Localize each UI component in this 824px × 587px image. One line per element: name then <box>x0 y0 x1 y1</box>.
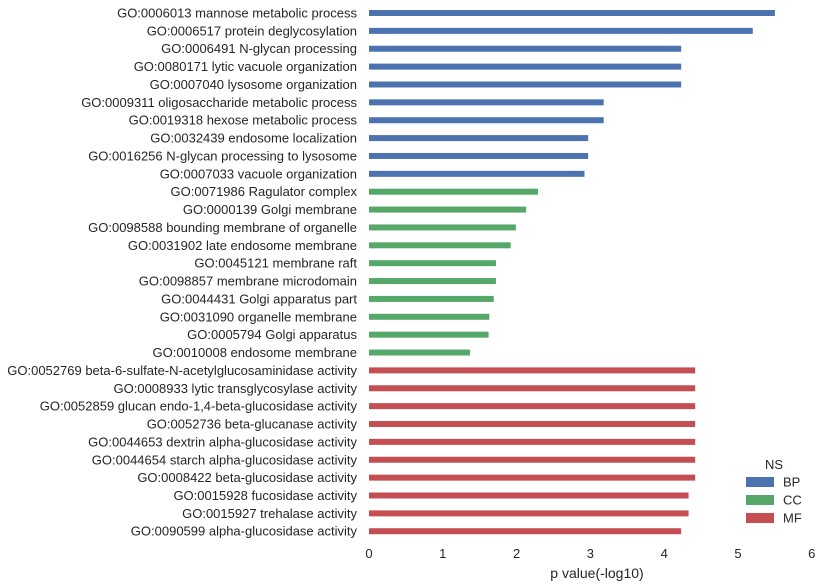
category-label: GO:0032439 endosome localization <box>150 131 357 146</box>
legend-title: NS <box>765 457 783 472</box>
category-labels: GO:0006013 mannose metabolic process GO:0… <box>7 6 357 539</box>
x-tick-label: 3 <box>587 546 594 561</box>
category-label: GO:0015927 trehalase activity <box>182 506 357 521</box>
legend-swatch <box>746 513 774 523</box>
bar-bp <box>369 81 682 88</box>
bar-bp <box>369 117 604 124</box>
category-label: GO:0006491 N-glycan processing <box>161 41 357 56</box>
bar-cc <box>369 224 516 231</box>
bar-bp <box>369 63 682 70</box>
bar-cc <box>369 278 496 285</box>
bar-mf <box>369 528 682 535</box>
category-label: GO:0008422 beta-glucosidase activity <box>137 470 357 485</box>
bars-group <box>369 10 775 535</box>
category-label: GO:0071986 Ragulator complex <box>171 184 358 199</box>
x-tick-label: 6 <box>808 546 815 561</box>
x-axis-label: p value(-log10) <box>550 565 643 581</box>
bar-mf <box>369 403 696 410</box>
x-tick-label: 1 <box>439 546 446 561</box>
bar-mf <box>369 385 696 392</box>
category-label: GO:0031902 late endosome membrane <box>128 238 357 253</box>
category-label: GO:0009311 oligosaccharide metabolic pro… <box>81 95 357 110</box>
bar-mf <box>369 492 689 499</box>
x-axis-ticks: 0 1 2 3 4 5 6 <box>365 546 815 561</box>
bar-bp <box>369 152 589 159</box>
bar-mf <box>369 474 696 481</box>
bar-bp <box>369 170 585 177</box>
x-tick-label: 5 <box>734 546 741 561</box>
category-label: GO:0045121 membrane raft <box>194 256 357 271</box>
bar-mf <box>369 367 696 374</box>
x-tick-label: 4 <box>661 546 668 561</box>
category-label: GO:0006517 protein deglycosylation <box>147 23 357 38</box>
bar-cc <box>369 242 511 249</box>
category-label: GO:0052736 beta-glucanase activity <box>147 417 358 432</box>
legend-entry: BP <box>783 475 800 490</box>
bar-cc <box>369 260 496 267</box>
category-label: GO:0016256 N-glycan processing to lysoso… <box>88 148 357 163</box>
bar-cc <box>369 206 527 213</box>
category-label: GO:0010008 endosome membrane <box>152 345 357 360</box>
bar-cc <box>369 349 471 356</box>
bar-mf <box>369 421 696 428</box>
category-label: GO:0098588 bounding membrane of organell… <box>88 220 357 235</box>
bar-cc <box>369 295 494 302</box>
legend-swatch <box>746 495 774 505</box>
category-label: GO:0098857 membrane microdomain <box>139 274 357 289</box>
category-label: GO:0090599 alpha-glucosidase activity <box>131 524 358 539</box>
bar-mf <box>369 510 689 517</box>
category-label: GO:0031090 organelle membrane <box>160 309 357 324</box>
category-label: GO:0044654 starch alpha-glucosidase acti… <box>92 452 358 467</box>
x-tick-label: 0 <box>365 546 372 561</box>
bar-bp <box>369 99 604 106</box>
category-label: GO:0000139 Golgi membrane <box>183 202 357 217</box>
bar-bp <box>369 10 775 16</box>
bar-cc <box>369 188 539 195</box>
bar-cc <box>369 313 490 320</box>
category-label: GO:0019318 hexose metabolic process <box>129 113 358 128</box>
bar-bp <box>369 45 682 52</box>
bar-bp <box>369 135 589 142</box>
category-label: GO:0052859 glucan endo-1,4-beta-glucosid… <box>40 399 358 414</box>
category-label: GO:0015928 fucosidase activity <box>173 488 357 503</box>
category-label: GO:0008933 lytic transglycosylase activi… <box>114 381 358 396</box>
legend-swatch <box>746 477 774 487</box>
category-label: GO:0007040 lysosome organization <box>150 77 357 92</box>
category-label: GO:0007033 vacuole organization <box>160 166 357 181</box>
category-label: GO:0044653 dextrin alpha-glucosidase act… <box>88 434 357 449</box>
category-label: GO:0080171 lytic vacuole organization <box>134 59 357 74</box>
bar-mf <box>369 438 696 445</box>
legend: NS BP CC MF <box>746 457 802 526</box>
legend-entry: MF <box>783 511 802 526</box>
bar-cc <box>369 331 489 338</box>
legend-entry: CC <box>783 493 802 508</box>
category-label: GO:0052769 beta-6-sulfate-N-acetylglucos… <box>7 363 357 378</box>
category-label: GO:0044431 Golgi apparatus part <box>161 291 357 306</box>
category-label: GO:0006013 mannose metabolic process <box>117 6 357 21</box>
category-label: GO:0005794 Golgi apparatus <box>187 327 357 342</box>
x-tick-label: 2 <box>513 546 520 561</box>
bar-mf <box>369 456 696 463</box>
bar-bp <box>369 27 753 34</box>
